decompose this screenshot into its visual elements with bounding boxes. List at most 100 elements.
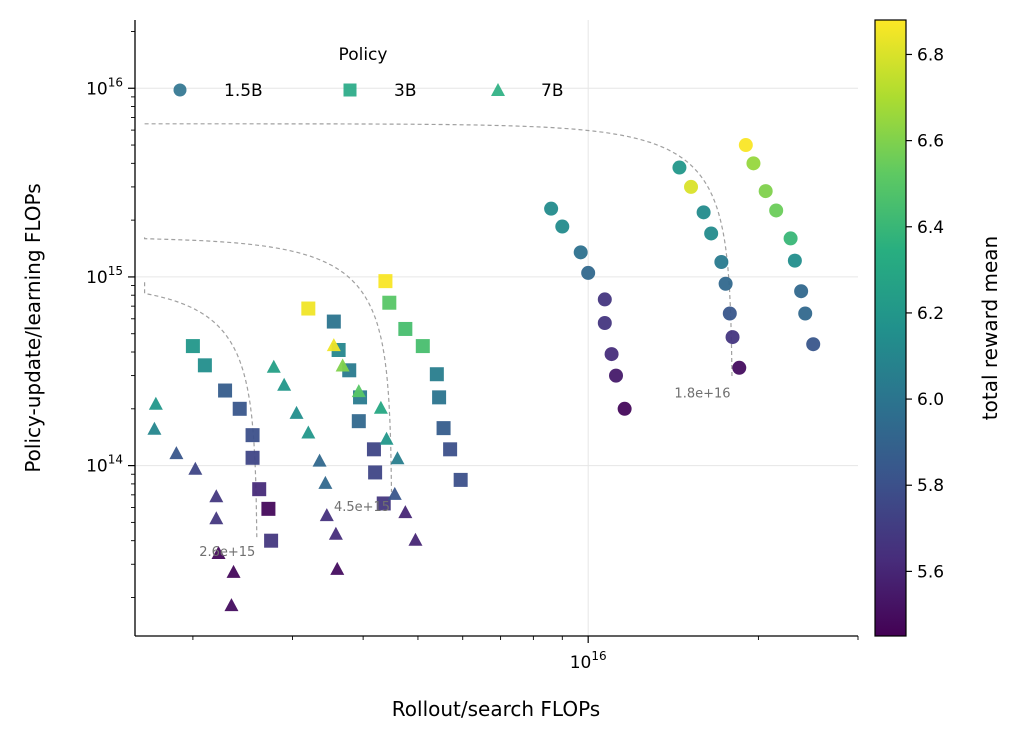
point-1-5b [581, 265, 596, 280]
point-7b [188, 461, 203, 475]
iso-curve-label: 4.5e+15 [334, 500, 390, 515]
point-3b [398, 321, 413, 336]
point-1-5b [714, 254, 729, 269]
colorbar: 5.6 5.8 6.0 6.2 6.4 6.6 6.8 total reward mean [874, 19, 1002, 637]
point-1-5b [718, 276, 733, 291]
point-3b [261, 501, 276, 516]
point-3b [301, 301, 316, 316]
point-1-5b [787, 253, 802, 268]
point-7b [226, 564, 241, 578]
y-tick-label: 1016 [86, 75, 123, 99]
data-points [147, 138, 821, 612]
point-3b [351, 414, 366, 429]
point-7b [266, 359, 281, 373]
point-1-5b [732, 360, 747, 375]
point-1-5b [604, 347, 619, 362]
point-3b [245, 428, 260, 443]
point-1-5b [794, 284, 809, 299]
point-1-5b [704, 226, 719, 241]
point-7b [312, 453, 327, 467]
point-3b [429, 367, 444, 382]
point-1-5b [769, 203, 784, 218]
point-7b [398, 505, 413, 519]
colorbar-tick-label: 5.8 [917, 476, 944, 496]
point-7b [277, 377, 292, 391]
x-axis-title: Rollout/search FLOPs [392, 697, 600, 721]
point-7b [224, 598, 239, 612]
colorbar-tick-label: 6.4 [917, 218, 944, 238]
point-7b [289, 405, 304, 419]
point-7b [330, 561, 345, 575]
point-3b [376, 496, 391, 511]
point-7b [148, 396, 163, 410]
legend-title: Policy [339, 45, 388, 65]
x-tick-label: 1016 [570, 649, 607, 673]
legend-marker-circle [173, 83, 187, 97]
point-7b [209, 511, 224, 525]
grid [135, 20, 858, 636]
colorbar-ticks: 5.6 5.8 6.0 6.2 6.4 6.6 6.8 [906, 45, 944, 582]
point-3b [245, 450, 260, 465]
axis-ticks: 1014 1015 1016 1016 [86, 31, 859, 673]
y-tick-label: 1014 [86, 453, 123, 477]
legend-label-3b: 3B [394, 81, 416, 101]
point-3b [218, 383, 233, 398]
point-1-5b [722, 306, 737, 321]
colorbar-tick-label: 6.6 [917, 132, 944, 152]
point-1-5b [746, 156, 761, 171]
point-3b [232, 401, 247, 416]
point-7b [169, 446, 184, 460]
point-7b [319, 508, 334, 522]
axes [134, 20, 858, 637]
point-3b [382, 295, 397, 310]
point-1-5b [573, 245, 588, 260]
point-7b [387, 486, 402, 500]
point-1-5b [806, 337, 821, 352]
point-3b [368, 465, 383, 480]
legend: Policy 1.5B 3B 7B [173, 45, 563, 101]
point-3b [326, 314, 341, 329]
point-1-5b [597, 292, 612, 307]
legend-marker-triangle [491, 83, 505, 96]
point-7b [373, 400, 388, 414]
y-axis-title: Policy-update/learning FLOPs [21, 183, 45, 472]
legend-marker-square [343, 83, 357, 97]
point-3b [252, 482, 267, 497]
point-7b [147, 421, 162, 435]
colorbar-tick-label: 6.2 [917, 304, 944, 324]
point-3b [378, 274, 393, 289]
colorbar-tick-label: 6.0 [917, 390, 944, 410]
colorbar-tick-label: 6.8 [917, 45, 944, 65]
point-1-5b [555, 219, 570, 234]
point-1-5b [783, 231, 798, 246]
point-3b [415, 339, 430, 354]
point-3b [453, 472, 468, 487]
point-3b [197, 358, 212, 373]
point-1-5b [758, 184, 773, 199]
colorbar-label: total reward mean [978, 236, 1002, 420]
point-1-5b [544, 201, 559, 216]
point-1-5b [672, 160, 687, 175]
point-3b [264, 533, 279, 548]
point-7b [301, 425, 316, 439]
point-7b [408, 532, 423, 546]
iso-curve [144, 237, 393, 493]
point-7b [351, 384, 366, 398]
point-1-5b [597, 315, 612, 330]
point-1-5b [609, 368, 624, 383]
point-7b [211, 546, 226, 560]
iso-curve [144, 282, 258, 538]
point-1-5b [725, 330, 740, 345]
colorbar-tick-label: 5.6 [917, 562, 944, 582]
point-7b [328, 526, 343, 540]
iso-budget-curves [144, 123, 733, 538]
iso-curve-label: 1.8e+16 [674, 387, 730, 402]
iso-curve [144, 123, 733, 379]
point-7b [379, 431, 394, 445]
point-3b [185, 339, 200, 354]
y-tick-label: 1015 [86, 264, 123, 288]
point-3b [436, 421, 451, 436]
point-3b [443, 442, 458, 457]
legend-label-1-5b: 1.5B [224, 81, 263, 101]
